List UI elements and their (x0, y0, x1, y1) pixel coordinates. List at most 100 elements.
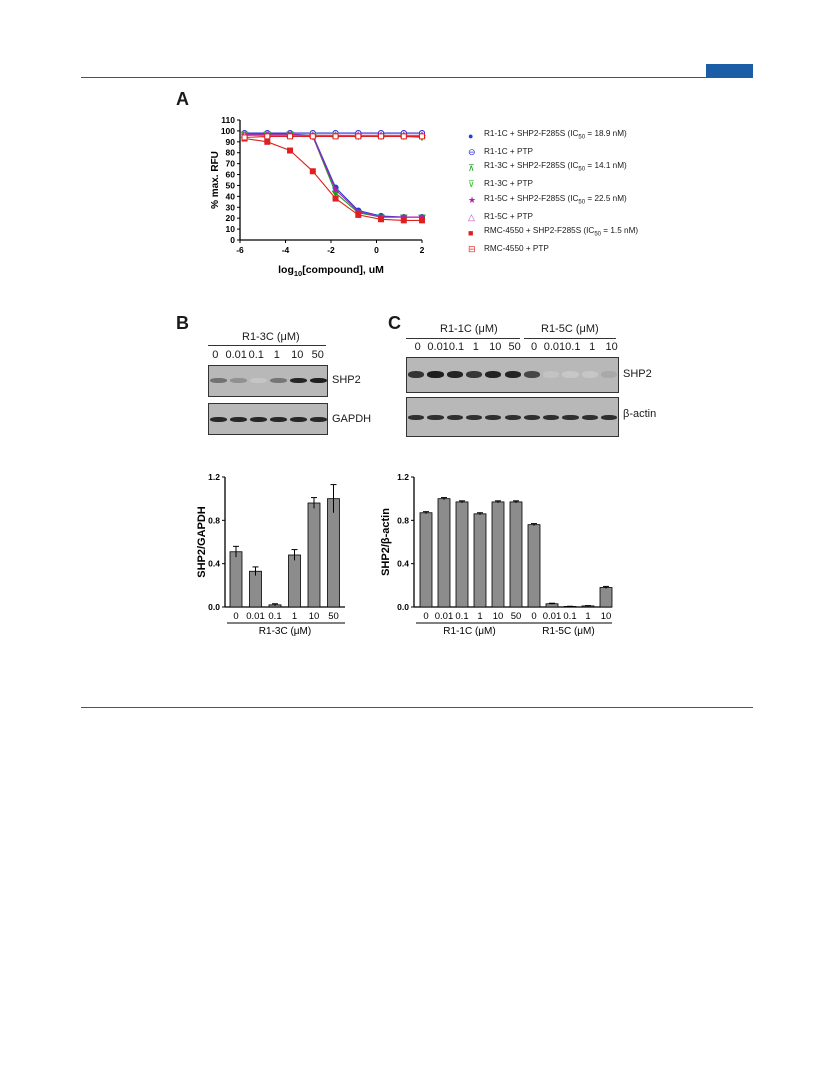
y-tick-label: 0.4 (208, 559, 220, 569)
legend-item: ⊽ R1-3C + PTP (468, 177, 638, 191)
legend-item: ⊟ RMC-4550 + PTP (468, 242, 638, 256)
lane-label: 10 (605, 341, 618, 353)
blot-c-title-2: R1-5C (μM) (541, 323, 599, 335)
data-point (378, 133, 385, 140)
blot-band (230, 417, 247, 422)
blot-b-title: R1-3C (μM) (242, 331, 300, 343)
bar (527, 524, 541, 608)
data-point (378, 216, 385, 223)
page-tab (706, 64, 753, 77)
panel-label-a: A (176, 89, 189, 109)
blot-band (250, 378, 267, 383)
legend-label: R1-3C + SHP2-F285S (IC50 = 14.1 nM) (484, 161, 627, 173)
y-tick-label: 0 (230, 235, 235, 245)
blot-band (581, 371, 598, 378)
x-tick-label: 0 (531, 611, 536, 622)
legend-label: R1-3C + PTP (484, 179, 533, 189)
x-tick-label: 0 (233, 611, 238, 622)
y-tick-label: 1.2 (397, 472, 409, 482)
x-tick-label: -6 (236, 245, 244, 255)
series-line (244, 133, 422, 218)
lane-label: 0.1 (448, 341, 465, 353)
blot-band (230, 378, 247, 383)
data-point (419, 217, 425, 224)
y-tick-label: 30 (226, 202, 236, 212)
lane-label: 1 (472, 341, 479, 353)
legend-item: ★ R1-5C + SHP2-F285S (IC50 = 22.5 nM) (468, 192, 638, 210)
y-tick-label: 1.2 (208, 472, 220, 482)
data-point (264, 138, 271, 145)
x-tick-label: 10 (601, 611, 612, 622)
blot-band (270, 417, 287, 422)
blot-b-title-rule (208, 345, 326, 346)
lane-label: 0.01 (543, 341, 566, 353)
bar (229, 551, 243, 608)
y-tick-label: 10 (226, 224, 236, 234)
x-axis-label: R1-3C (μM) (259, 626, 311, 637)
y-tick-label: 80 (226, 148, 236, 158)
header-rule (81, 77, 753, 78)
y-tick-label: 60 (226, 170, 236, 180)
y-tick-label: 110 (221, 115, 235, 125)
blot-b-gapdh (208, 403, 328, 435)
bar (455, 501, 469, 608)
legend-item: △ R1-5C + PTP (468, 210, 638, 224)
data-point (332, 195, 339, 202)
x-tick-label: 1 (477, 611, 482, 622)
blot-band (427, 415, 444, 420)
data-point (355, 133, 362, 140)
y-axis-label: SHP2/β-actin (380, 508, 392, 576)
lane-label: 0.01 (225, 349, 247, 361)
y-tick-label: 0.0 (397, 602, 409, 612)
legend-label: R1-5C + PTP (484, 211, 533, 221)
blot-b-lane-labels: 0 0.01 0.1 1 10 50 (205, 349, 328, 361)
x-tick-label: 1 (585, 611, 590, 622)
blot-b-gapdh-label: GAPDH (332, 413, 372, 425)
chart-legend: ● R1-1C + SHP2-F285S (IC50 = 18.9 nM) ⊖ R1-… (468, 127, 638, 256)
x-tick-label: 10 (493, 611, 504, 622)
blot-c-title-rule-1 (406, 338, 520, 339)
y-tick-label: 90 (226, 137, 236, 147)
legend-marker-icon: ⊖ (468, 146, 476, 157)
legend-marker-icon: ⊟ (468, 243, 476, 254)
blot-band (504, 415, 521, 420)
lane-label: 10 (291, 349, 304, 361)
lane-label: 0 (414, 341, 421, 353)
blot-c-lane-labels: 0 0.01 0.1 1 10 50 0 0.01 0.1 1 10 (408, 341, 621, 353)
x-tick-label: 2 (420, 245, 425, 255)
legend-item: ● R1-1C + SHP2-F285S (IC50 = 18.9 nM) (468, 127, 638, 145)
blot-band (465, 371, 483, 378)
blot-band (485, 371, 502, 378)
y-tick-label: 40 (226, 191, 236, 201)
legend-marker-icon: ● (468, 130, 474, 141)
lane-label: 50 (311, 349, 324, 361)
footer-rule (81, 707, 753, 708)
x-tick-label: 0 (374, 245, 379, 255)
data-point (287, 133, 294, 140)
blot-band (543, 415, 560, 420)
data-point (287, 147, 294, 154)
x-tick-label: 0.1 (455, 611, 468, 622)
lane-label: 0 (530, 341, 538, 353)
data-point (309, 168, 316, 175)
blot-band (310, 378, 327, 383)
blot-band (210, 417, 227, 422)
bar (437, 498, 451, 608)
blot-band (446, 415, 463, 420)
data-point (333, 187, 338, 193)
bar (491, 501, 505, 608)
legend-label: R1-5C + SHP2-F285S (IC50 = 22.5 nM) (484, 193, 627, 206)
blot-band (485, 415, 502, 420)
bar (509, 501, 523, 608)
lane-label: 1 (589, 341, 596, 353)
bar (473, 513, 487, 608)
blot-band (601, 371, 618, 378)
series-line (244, 133, 422, 218)
blot-band (250, 417, 267, 422)
data-point (400, 133, 407, 140)
y-axis-label: SHP2/GAPDH (196, 506, 208, 578)
legend-label: RMC-4550 + SHP2-F285S (IC50 = 1.5 nM) (484, 225, 639, 238)
panel-label-b: B (176, 313, 189, 333)
data-point (355, 211, 362, 218)
